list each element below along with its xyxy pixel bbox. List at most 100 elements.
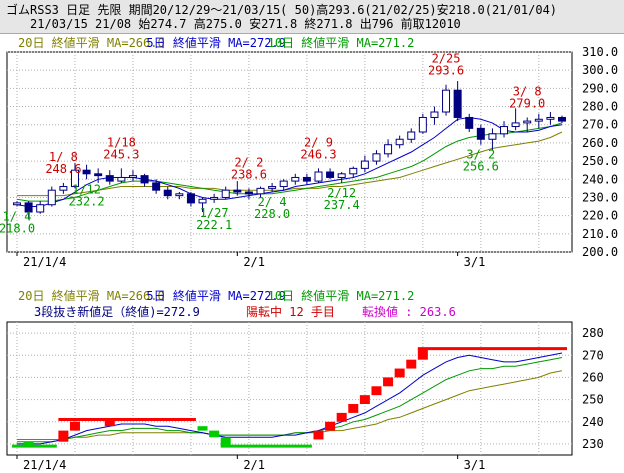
- candle: [256, 187, 265, 195]
- sanpo-brick: [348, 404, 359, 413]
- candle-ytick-label: 300.0: [582, 63, 618, 77]
- candle: [314, 171, 323, 182]
- candle-annotation: 1/27: [200, 206, 229, 220]
- header-line-2: 21/03/15 21/08 始274.7 高275.0 安271.8 終271…: [30, 17, 461, 31]
- sanpo-xtick-label: 2/1: [243, 458, 265, 472]
- candle: [326, 171, 335, 178]
- candle: [384, 144, 393, 155]
- sanpo-plot-frame: [6, 321, 573, 456]
- sanpo-state-text: 陽転中 12 手目: [246, 304, 335, 319]
- candle-annotation: 237.4: [324, 198, 360, 212]
- candle-annotation: 2/ 9: [304, 135, 333, 149]
- sanpo-brick: [69, 421, 80, 431]
- sanpo-legend-entry: 20日 終値平滑 MA=266.0: [18, 288, 165, 303]
- sanpo-ytick-label: 230: [582, 437, 604, 451]
- sanpo-brick: [336, 412, 347, 422]
- sanpo-ytick-label: 240: [582, 415, 604, 429]
- sanpo-brick: [104, 419, 115, 427]
- candle: [13, 202, 21, 206]
- candle: [442, 89, 451, 113]
- candle: [465, 116, 474, 129]
- sanpo-brick: [359, 395, 370, 405]
- candle-annotation: 3/ 2: [466, 148, 495, 162]
- candle: [24, 202, 33, 213]
- sanpo-brick: [209, 430, 220, 438]
- sanpo-brick: [313, 430, 324, 440]
- candle: [163, 189, 172, 197]
- candle-ytick-label: 230.0: [582, 190, 618, 204]
- sanpo-ytick-label: 280: [582, 326, 604, 340]
- candle-xtick-label: 3/1: [464, 255, 486, 269]
- candle-ytick-label: 200.0: [582, 245, 618, 259]
- candle: [140, 175, 149, 184]
- candle: [279, 180, 288, 188]
- sanpo-value-text: 3段抜き新値足（終値)=272.9: [34, 304, 200, 319]
- candle: [94, 173, 103, 177]
- candle: [523, 120, 532, 124]
- candle-annotation: 245.3: [103, 147, 139, 161]
- sanpo-brick: [197, 426, 208, 431]
- candle: [372, 153, 381, 162]
- candle: [186, 193, 195, 204]
- candle: [221, 189, 230, 198]
- candle: [198, 198, 207, 204]
- candle-plot-frame: [6, 51, 573, 253]
- ma20-line: [17, 131, 563, 197]
- candle: [70, 169, 79, 188]
- sanpo-xtick-label: 3/1: [464, 458, 486, 472]
- candle-ytick-label: 290.0: [582, 81, 618, 95]
- candle-annotation: 2/ 2: [234, 155, 263, 169]
- sanpo-legend-entry: 5日 終値平滑 MA=272.9: [146, 288, 285, 303]
- header-line-1: ゴムRSS3 日足 先限 期間20/12/29～21/03/15( 50)高29…: [6, 3, 558, 17]
- candle: [291, 176, 300, 182]
- sanpo-ytick-label: 270: [582, 348, 604, 362]
- candle: [500, 126, 509, 135]
- candle-xtick-label: 2/1: [243, 255, 265, 269]
- candle-annotation: 2/ 4: [258, 195, 287, 209]
- candle-xtick-label: 21/1/4: [23, 255, 66, 269]
- candle: [117, 176, 126, 182]
- candle: [302, 176, 311, 182]
- candle: [175, 193, 184, 197]
- candle: [244, 191, 253, 195]
- sanpo-xtick-label: 21/1/4: [23, 458, 66, 472]
- sanpo-reversal-text: 転換値 : 263.6: [362, 304, 456, 319]
- candle-annotation: 1/ 4: [3, 210, 32, 224]
- sanpo-brick: [383, 377, 394, 387]
- sanpo-brick: [325, 421, 336, 431]
- candle: [395, 138, 404, 146]
- candle-annotation: 246.3: [300, 147, 336, 161]
- candle: [337, 173, 346, 178]
- candle-annotation: 238.6: [231, 167, 267, 181]
- candle: [268, 186, 277, 189]
- ma10-line: [16, 122, 563, 202]
- sanpo-brick: [406, 359, 417, 369]
- chart-header: ゴムRSS3 日足 先限 期間20/12/29～21/03/15( 50)高29…: [0, 0, 624, 34]
- candle-ytick-label: 280.0: [582, 100, 618, 114]
- candle: [349, 167, 358, 175]
- candle: [476, 127, 485, 140]
- candle-ytick-label: 250.0: [582, 154, 618, 168]
- candle-annotation: 1/12: [72, 182, 101, 196]
- candle: [36, 204, 45, 213]
- candle-legend-entry: 5日 終値平滑 MA=272.9: [146, 35, 285, 50]
- sanpo-brick: [58, 430, 69, 442]
- candle-annotation: 3/ 8: [513, 84, 542, 98]
- candle-annotation: 2/25: [432, 52, 461, 66]
- candle-annotation: 293.6: [428, 64, 464, 78]
- candle: [511, 122, 520, 128]
- sanpo-ytick-label: 260: [582, 370, 604, 384]
- sanpo-brick: [220, 437, 231, 447]
- sanpo-ma5-line: [17, 352, 563, 445]
- candle-ytick-label: 210.0: [582, 227, 618, 241]
- candle: [453, 89, 462, 118]
- candle-ytick-label: 310.0: [582, 45, 618, 59]
- candle-annotation: 218.0: [0, 222, 35, 236]
- candle-annotation: 1/18: [107, 135, 136, 149]
- sanpo-brick: [23, 441, 34, 447]
- candle: [558, 116, 566, 122]
- candle: [418, 116, 427, 133]
- candle: [128, 175, 137, 178]
- candle-legend-entry: 20日 終値平滑 MA=266.0: [18, 35, 165, 50]
